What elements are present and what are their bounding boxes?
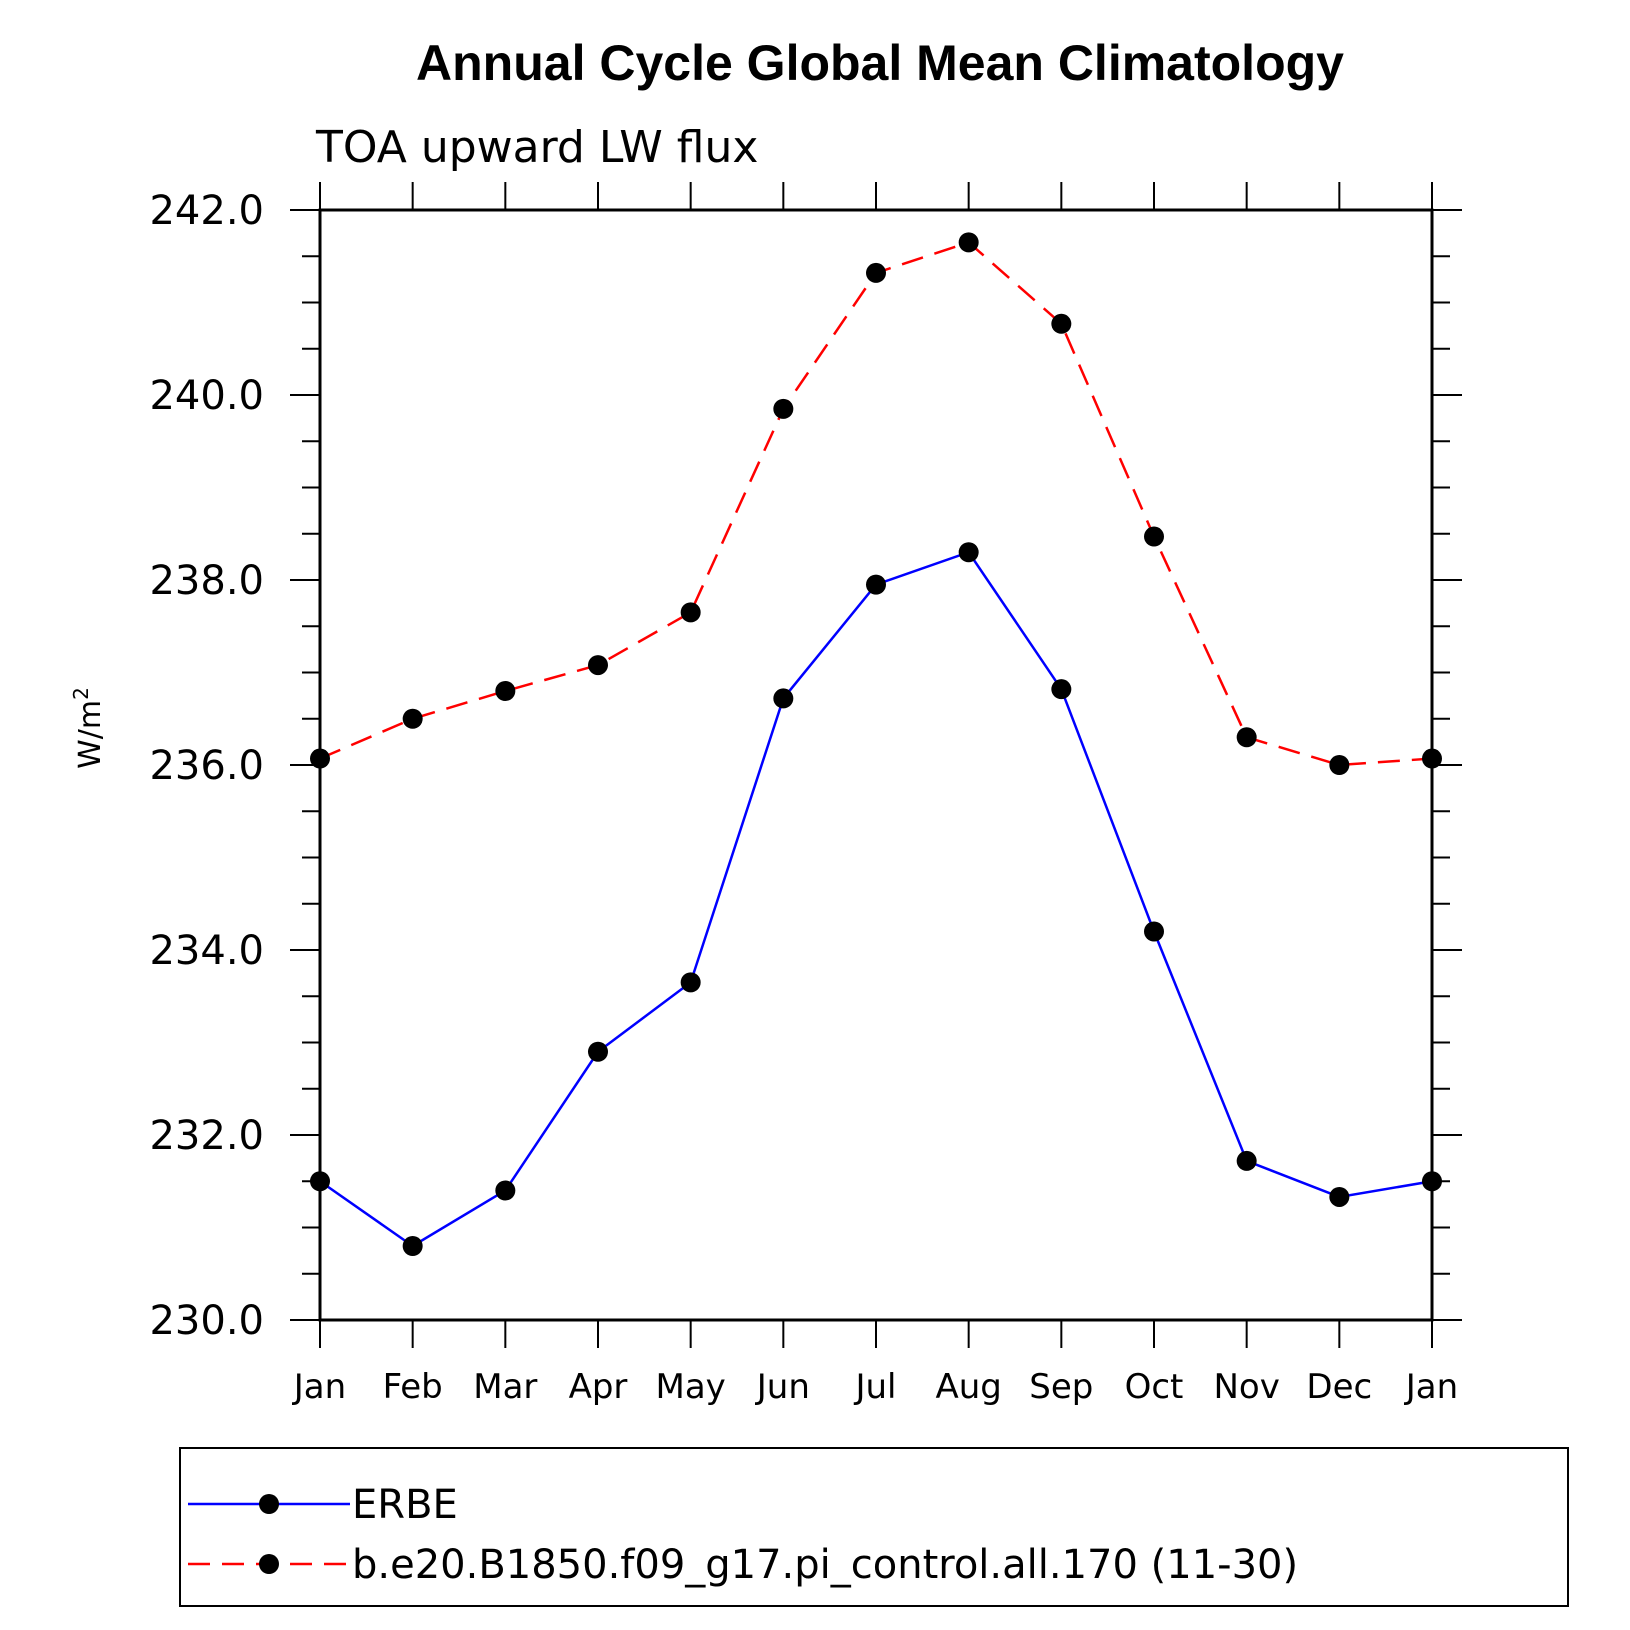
series-1 xyxy=(310,542,1442,1256)
y-tick-label: 240.0 xyxy=(149,373,264,419)
x-tick-label: Jun xyxy=(755,1367,810,1407)
data-point xyxy=(1422,1171,1442,1192)
chart-title: Annual Cycle Global Mean Climatology xyxy=(416,35,1344,91)
x-tick-label: Jan xyxy=(292,1367,346,1407)
data-point xyxy=(958,542,979,563)
data-point xyxy=(866,574,886,595)
x-tick-label: Dec xyxy=(1306,1367,1372,1407)
data-point xyxy=(588,655,608,676)
data-point xyxy=(958,232,979,253)
data-point xyxy=(1144,526,1164,547)
data-point xyxy=(495,681,516,701)
y-axis-label-superscript: 2 xyxy=(69,687,93,700)
x-tick-label: Feb xyxy=(383,1367,443,1407)
series-2 xyxy=(310,232,1442,775)
data-point xyxy=(1051,313,1072,334)
legend-swatch-marker xyxy=(259,1554,279,1574)
x-tick-label: Mar xyxy=(473,1367,537,1407)
data-point xyxy=(495,1180,516,1201)
data-point xyxy=(402,1236,423,1256)
data-point xyxy=(310,1171,330,1192)
x-tick-label: Aug xyxy=(935,1367,1001,1407)
series-layer xyxy=(310,232,1442,1256)
y-axis-label-text: W/m xyxy=(73,700,108,769)
data-point xyxy=(1236,727,1257,748)
data-point xyxy=(588,1041,608,1062)
y-tick-label: 232.0 xyxy=(149,1113,264,1159)
data-point xyxy=(773,398,794,419)
y-tick-label: 236.0 xyxy=(149,743,264,789)
data-point xyxy=(1422,748,1442,769)
data-point xyxy=(1236,1150,1257,1171)
y-tick-label: 238.0 xyxy=(149,558,264,604)
data-point xyxy=(773,688,794,709)
y-tick-label: 242.0 xyxy=(149,188,264,234)
data-point xyxy=(1329,755,1350,775)
data-point xyxy=(1144,921,1164,942)
data-point xyxy=(1051,679,1072,700)
y-axis-label: W/m2 xyxy=(69,687,108,769)
x-tick-label: Nov xyxy=(1213,1367,1279,1407)
plot-frame xyxy=(318,208,1434,1322)
y-tick-label: 234.0 xyxy=(149,928,264,974)
x-tick-label: Apr xyxy=(569,1367,628,1407)
x-tick-label: Sep xyxy=(1029,1367,1093,1407)
plot-axes: 230.0 232.0 234.0 236.0 238.0 240.0 242.0 Jan Fe… xyxy=(149,182,1462,1407)
legend: ERBE b.e20.B1850.f09_g17.pi_control.all.1… xyxy=(179,1447,1569,1607)
legend-label: b.e20.B1850.f09_g17.pi_control.all.170 (… xyxy=(352,1542,1298,1588)
legend-label: ERBE xyxy=(352,1482,458,1528)
legend-box xyxy=(179,1447,1569,1607)
data-point xyxy=(402,708,423,729)
y-tick-label: 230.0 xyxy=(149,1298,264,1344)
x-tick-label: Jul xyxy=(853,1367,896,1407)
data-point xyxy=(1329,1186,1350,1207)
data-point xyxy=(680,972,701,993)
data-point xyxy=(680,602,701,623)
legend-swatch-marker xyxy=(259,1494,279,1514)
data-point xyxy=(866,262,886,283)
x-tick-label: May xyxy=(656,1367,726,1407)
x-tick-label: Oct xyxy=(1125,1367,1184,1407)
x-tick-label: Jan xyxy=(1404,1367,1458,1407)
chart-subtitle: TOA upward LW flux xyxy=(315,122,758,173)
series-line xyxy=(319,240,1433,767)
series-line xyxy=(319,550,1433,1248)
data-point xyxy=(310,748,330,769)
